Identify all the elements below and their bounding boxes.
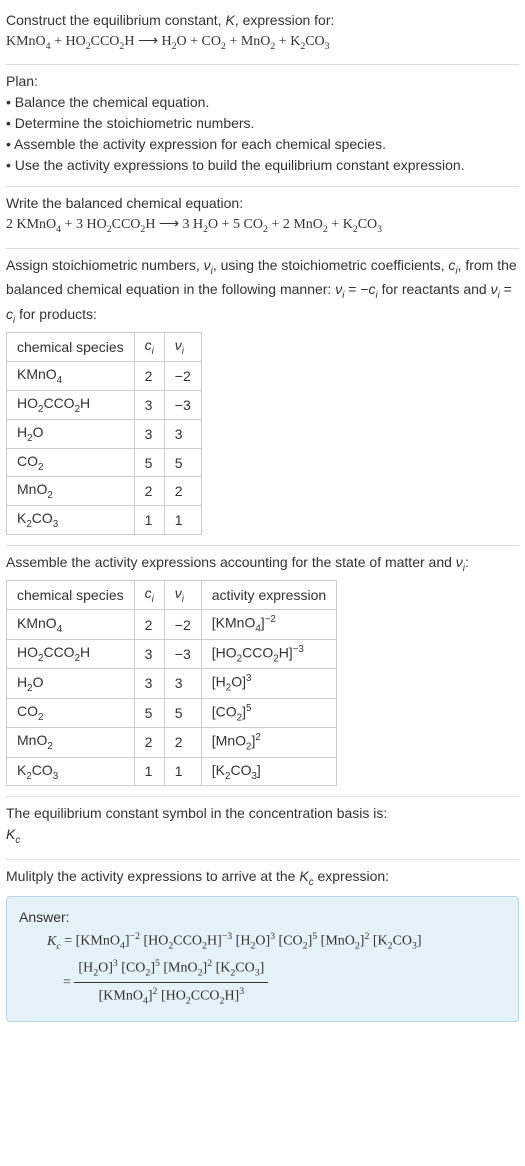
cell: [MnO2]2: [201, 728, 336, 757]
fraction-numerator: [H2O]3 [CO2]5 [MnO2]2 [K2CO3]: [74, 955, 268, 983]
table-row: HO2CCO2H3−3[HO2CCO2H]−3: [7, 639, 337, 668]
section-activity: Assemble the activity expressions accoun…: [6, 546, 519, 797]
stoich-table: chemical species ci νi KMnO42−2 HO2CCO2H…: [6, 332, 202, 535]
cell: 3: [164, 669, 201, 698]
section-plan: Plan: • Balance the chemical equation. •…: [6, 65, 519, 187]
cell: [HO2CCO2H]−3: [201, 639, 336, 668]
cell: 3: [134, 669, 164, 698]
cell: 3: [134, 419, 164, 448]
table-row: MnO222[MnO2]2: [7, 728, 337, 757]
cell: K2CO3: [7, 757, 135, 786]
cell: 1: [164, 757, 201, 786]
answer-eq2: = [H2O]3 [CO2]5 [MnO2]2 [K2CO3] [KMnO4]2…: [63, 955, 506, 1010]
cell: MnO2: [7, 477, 135, 506]
plan-b4: • Use the activity expressions to build …: [6, 155, 519, 176]
table-row: HO2CCO2H3−3: [7, 391, 202, 420]
cell: 1: [134, 506, 164, 535]
section-multiply: Mulitply the activity expressions to arr…: [6, 860, 519, 1032]
table-row: KMnO42−2: [7, 362, 202, 391]
intro-text: Construct the equilibrium constant, K, e…: [6, 12, 334, 28]
cell: H2O: [7, 669, 135, 698]
eq-right: H2O + CO2 + MnO2 + K2CO3: [162, 34, 330, 49]
cell: 3: [164, 419, 201, 448]
eq-left: KMnO4 + HO2CCO2H: [6, 34, 134, 49]
activity-table: chemical species ci νi activity expressi…: [6, 580, 337, 786]
cell: −3: [164, 391, 201, 420]
symbol: Kc: [6, 824, 519, 848]
answer-box: Answer: Kc = [KMnO4]−2 [HO2CCO2H]−3 [H2O…: [6, 896, 519, 1021]
answer-eq1: Kc = [KMnO4]−2 [HO2CCO2H]−3 [H2O]3 [CO2]…: [47, 928, 506, 955]
table-row: H2O33: [7, 419, 202, 448]
cell: 2: [134, 728, 164, 757]
plan-b3: • Assemble the activity expression for e…: [6, 134, 519, 155]
cell: 1: [134, 757, 164, 786]
cell: MnO2: [7, 728, 135, 757]
col-activity: activity expression: [201, 581, 336, 610]
intro-equation: KMnO4 + HO2CCO2H ⟶ H2O + CO2 + MnO2 + K2…: [6, 31, 519, 54]
plan-title: Plan:: [6, 71, 519, 92]
cell: [H2O]3: [201, 669, 336, 698]
eq-arrow: ⟶: [138, 34, 158, 49]
section-intro: Construct the equilibrium constant, K, e…: [6, 4, 519, 65]
cell: CO2: [7, 448, 135, 477]
table-row: MnO222: [7, 477, 202, 506]
cell: 3: [134, 639, 164, 668]
cell: H2O: [7, 419, 135, 448]
col-nui: νi: [164, 333, 201, 362]
cell: 3: [134, 391, 164, 420]
cell: 1: [164, 506, 201, 535]
table-row: K2CO311: [7, 506, 202, 535]
cell: HO2CCO2H: [7, 391, 135, 420]
stoich-text: Assign stoichiometric numbers, νi, using…: [6, 255, 519, 328]
cell: KMnO4: [7, 362, 135, 391]
cell: −2: [164, 610, 201, 639]
cell: CO2: [7, 698, 135, 727]
table-row: KMnO42−2[KMnO4]−2: [7, 610, 337, 639]
section-balanced: Write the balanced chemical equation: 2 …: [6, 187, 519, 248]
cell: [CO2]5: [201, 698, 336, 727]
intro-line: Construct the equilibrium constant, K, e…: [6, 10, 519, 31]
section-stoich: Assign stoichiometric numbers, νi, using…: [6, 249, 519, 546]
answer-title: Answer:: [19, 907, 506, 928]
fraction-denominator: [KMnO4]2 [HO2CCO2H]3: [74, 983, 268, 1010]
col-species: chemical species: [7, 333, 135, 362]
cell: 2: [134, 362, 164, 391]
cell: 2: [164, 477, 201, 506]
cell: [KMnO4]−2: [201, 610, 336, 639]
table-row: CO255[CO2]5: [7, 698, 337, 727]
cell: −3: [164, 639, 201, 668]
col-ci: ci: [134, 333, 164, 362]
cell: HO2CCO2H: [7, 639, 135, 668]
cell: 2: [134, 477, 164, 506]
table-row: CO255: [7, 448, 202, 477]
activity-text: Assemble the activity expressions accoun…: [6, 552, 519, 576]
col-ci: ci: [134, 581, 164, 610]
cell: 5: [164, 698, 201, 727]
balanced-equation: 2 KMnO4 + 3 HO2CCO2H ⟶ 3 H2O + 5 CO2 + 2…: [6, 214, 519, 237]
plan-b2: • Determine the stoichiometric numbers.: [6, 113, 519, 134]
cell: KMnO4: [7, 610, 135, 639]
cell: [K2CO3]: [201, 757, 336, 786]
multiply-label: Mulitply the activity expressions to arr…: [6, 866, 519, 890]
cell: 5: [134, 698, 164, 727]
cell: K2CO3: [7, 506, 135, 535]
table-row: H2O33[H2O]3: [7, 669, 337, 698]
col-nui: νi: [164, 581, 201, 610]
balanced-label: Write the balanced chemical equation:: [6, 193, 519, 214]
cell: 2: [164, 728, 201, 757]
table-row: K2CO311[K2CO3]: [7, 757, 337, 786]
cell: 5: [164, 448, 201, 477]
table-header-row: chemical species ci νi activity expressi…: [7, 581, 337, 610]
col-species: chemical species: [7, 581, 135, 610]
section-symbol: The equilibrium constant symbol in the c…: [6, 797, 519, 859]
cell: 5: [134, 448, 164, 477]
cell: 2: [134, 610, 164, 639]
symbol-label: The equilibrium constant symbol in the c…: [6, 803, 519, 824]
plan-b1: • Balance the chemical equation.: [6, 92, 519, 113]
table-header-row: chemical species ci νi: [7, 333, 202, 362]
cell: −2: [164, 362, 201, 391]
